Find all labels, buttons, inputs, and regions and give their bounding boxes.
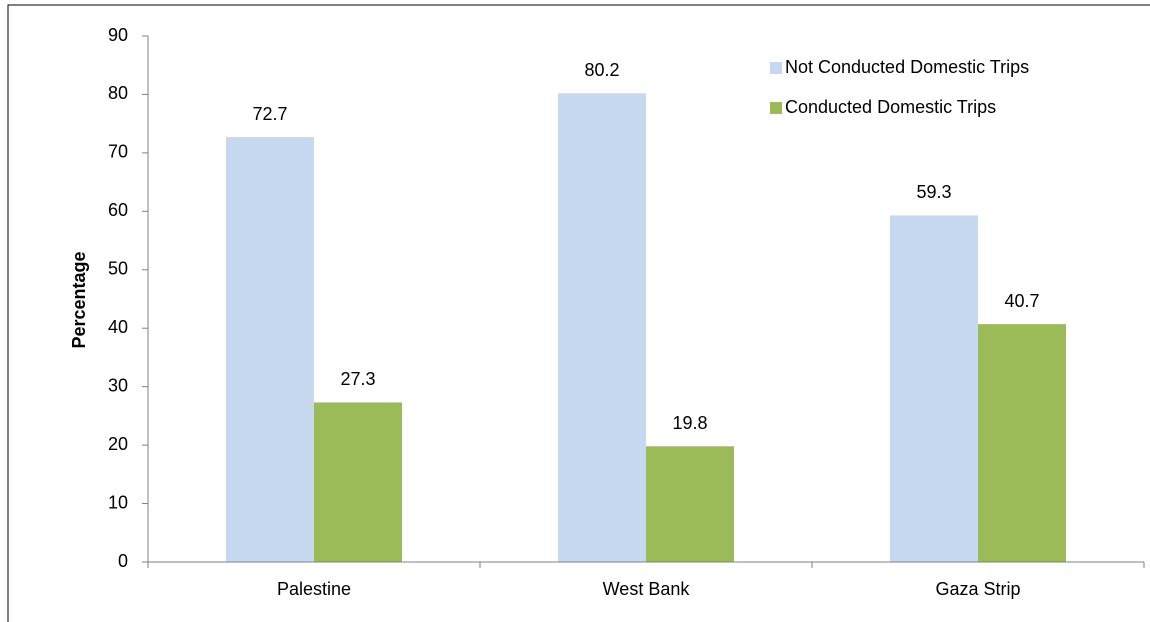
y-tick-label: 60 bbox=[108, 200, 128, 220]
x-tick-label: Gaza Strip bbox=[935, 579, 1020, 599]
x-tick-label: West Bank bbox=[603, 579, 691, 599]
data-label: 72.7 bbox=[252, 104, 287, 124]
y-tick-label: 0 bbox=[118, 551, 128, 571]
y-tick-label: 10 bbox=[108, 492, 128, 512]
bar bbox=[646, 446, 734, 562]
bar bbox=[558, 93, 646, 562]
data-label: 40.7 bbox=[1004, 291, 1039, 311]
y-tick-label: 50 bbox=[108, 259, 128, 279]
data-label: 80.2 bbox=[584, 60, 619, 80]
bar bbox=[978, 324, 1066, 562]
y-tick-label: 70 bbox=[108, 142, 128, 162]
legend-swatch bbox=[770, 62, 782, 74]
bar bbox=[890, 215, 978, 562]
y-axis-label: Percentage bbox=[69, 251, 89, 348]
bar bbox=[226, 137, 314, 562]
x-tick-label: Palestine bbox=[277, 579, 351, 599]
y-tick-label: 90 bbox=[108, 25, 128, 45]
data-label: 19.8 bbox=[672, 413, 707, 433]
legend-label: Conducted Domestic Trips bbox=[785, 97, 996, 117]
legend-label: Not Conducted Domestic Trips bbox=[785, 57, 1029, 77]
y-tick-label: 40 bbox=[108, 317, 128, 337]
data-label: 59.3 bbox=[916, 182, 951, 202]
y-tick-label: 80 bbox=[108, 83, 128, 103]
y-tick-label: 30 bbox=[108, 375, 128, 395]
bar bbox=[314, 402, 402, 562]
chart-frame bbox=[7, 4, 1150, 622]
data-label: 27.3 bbox=[340, 369, 375, 389]
legend-swatch bbox=[770, 102, 782, 114]
y-tick-label: 20 bbox=[108, 434, 128, 454]
